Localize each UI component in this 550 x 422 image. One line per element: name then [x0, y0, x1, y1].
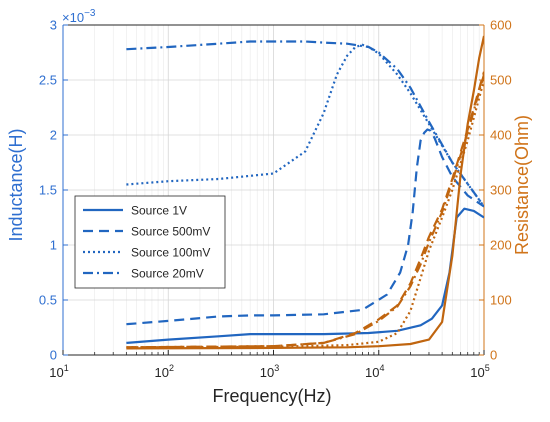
inductance-series-dotted-line [126, 43, 484, 208]
legend-box [74, 195, 226, 289]
left-axis-label: Inductance(H) [6, 128, 26, 241]
left-y-tick-label: 3 [50, 18, 57, 33]
resistance-series-dashdot-line [126, 74, 484, 349]
x-tick-label: 102 [155, 363, 174, 380]
legend: Source 1V Source 500mV Source 100mV Source … [74, 195, 226, 289]
resistance-series-solid-line [126, 35, 484, 350]
left-y-tick-label: 2 [50, 128, 57, 143]
right-y-tick-label: 400 [490, 128, 512, 143]
series [126, 35, 484, 350]
x-tick-label: 104 [365, 363, 384, 380]
right-y-tick-label: 600 [490, 18, 512, 33]
left-y-tick-label: 0 [50, 348, 57, 363]
x-axis-label: Frequency(Hz) [212, 386, 331, 406]
right-y-tick-label: 0 [490, 348, 497, 363]
resistance-series-dotted-line [126, 79, 484, 349]
left-y-tick-label: 1 [50, 238, 57, 253]
left-y-tick-label: 1.5 [39, 183, 57, 198]
right-axis-label: Resistance(Ohm) [512, 115, 532, 255]
legend-label: Source 100mV [131, 246, 210, 260]
legend-label: Source 500mV [131, 225, 210, 239]
inductance-series-dashed-line [126, 128, 484, 326]
left-y-tick-label: 2.5 [39, 73, 57, 88]
x-tick-label: 105 [470, 363, 489, 380]
legend-label: Source 20mV [131, 267, 204, 281]
right-y-tick-label: 100 [490, 293, 512, 308]
legend-label: Source 1V [131, 204, 187, 218]
right-y-tick-label: 500 [490, 73, 512, 88]
left-y-tick-label: 0.5 [39, 293, 57, 308]
grid [62, 24, 485, 356]
right-y-tick-label: 200 [490, 238, 512, 253]
x-tick-label: 103 [260, 363, 279, 380]
inductance-series-dashdot-line [126, 40, 484, 208]
axes: 101 102 103 104 10500.511.522.53010020030040… [39, 18, 512, 381]
inductance-series-solid-line [126, 207, 484, 344]
left-axis-exponent: ×10−3 [62, 8, 96, 25]
x-tick-label: 101 [49, 363, 68, 380]
right-y-tick-label: 300 [490, 183, 512, 198]
